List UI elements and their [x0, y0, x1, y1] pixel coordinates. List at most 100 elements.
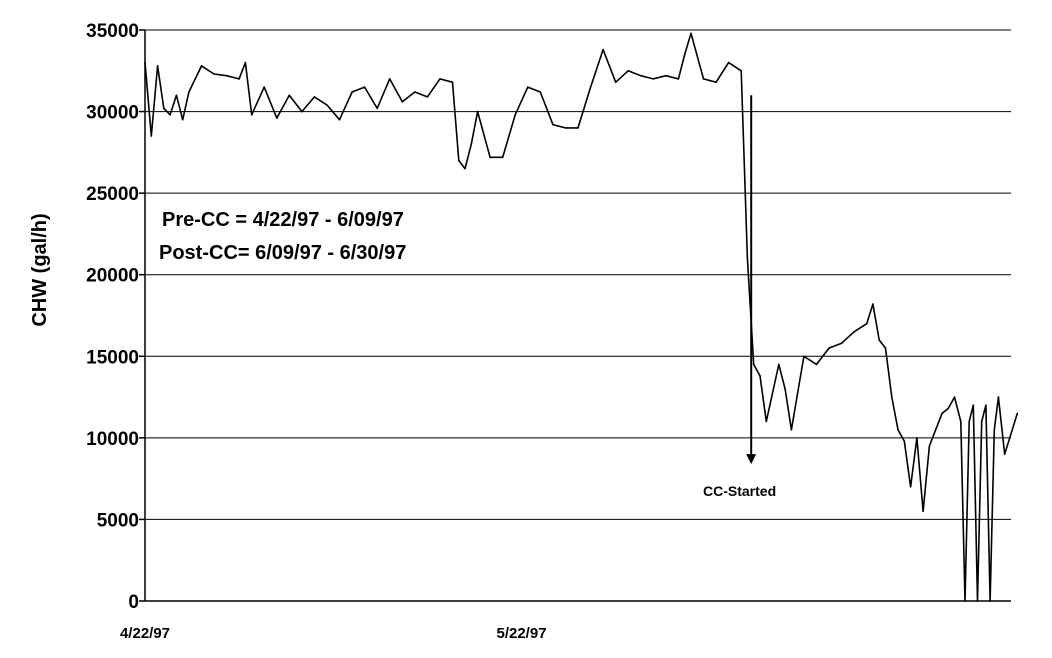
data-point-62 [790, 428, 793, 431]
data-point-71 [884, 347, 887, 349]
data-point-44 [614, 81, 617, 83]
x-tick-labels: 4/22/97 5/22/97 [120, 625, 547, 642]
data-point-43 [602, 48, 604, 51]
data-point-80 [947, 407, 949, 410]
data-point-93 [1016, 412, 1019, 415]
data-point-33 [476, 110, 479, 113]
data-point-54 [727, 61, 730, 64]
data-point-47 [652, 78, 655, 80]
data-point-49 [677, 78, 680, 80]
data-point-65 [828, 347, 830, 349]
data-point-56 [746, 257, 749, 260]
data-point-52 [702, 78, 705, 80]
data-point-13 [250, 114, 253, 116]
data-point-50 [683, 53, 686, 56]
data-point-59 [765, 420, 768, 423]
data-point-36 [514, 114, 516, 116]
data-point-77 [922, 510, 924, 513]
x-tick-label-5-22-97: 5/22/97 [496, 625, 546, 642]
data-point-63 [803, 355, 805, 358]
data-point-23 [376, 107, 379, 110]
data-point-30 [458, 159, 460, 162]
data-point-88 [985, 404, 987, 407]
data-point-70 [878, 339, 880, 341]
data-point-14 [263, 86, 266, 88]
data-point-60 [778, 363, 780, 366]
cc-started-marker [746, 95, 757, 465]
data-point-29 [451, 81, 454, 83]
data-point-26 [414, 91, 416, 93]
series-layer [144, 32, 1019, 602]
data-point-45 [627, 70, 629, 72]
data-point-53 [715, 81, 717, 83]
y-tick-labels: 0 5000 10000 15000 20000 25000 30000 35000 [86, 21, 139, 613]
data-point-37 [527, 86, 529, 88]
y-tick-label-0: 0 [128, 592, 139, 613]
y-tick-label-15000: 15000 [86, 347, 139, 368]
pre-cc-annotation: Pre-CC = 4/22/97 - 6/09/97 [162, 209, 404, 231]
post-cc-annotation: Post-CC= 6/09/97 - 6/30/97 [159, 242, 406, 264]
data-point-68 [865, 322, 868, 325]
data-point-51 [690, 32, 692, 35]
data-point-76 [916, 437, 918, 439]
data-point-42 [589, 86, 592, 88]
data-point-69 [872, 303, 874, 305]
data-point-74 [903, 440, 906, 442]
data-point-48 [665, 74, 667, 77]
y-axis-title: CHW (gal/h) [29, 213, 51, 326]
series-0-line [144, 32, 1019, 602]
data-point-31 [464, 167, 466, 170]
data-point-1 [150, 135, 153, 137]
data-point-34 [489, 156, 491, 159]
data-point-72 [891, 396, 893, 398]
data-point-40 [564, 127, 567, 129]
data-point-32 [470, 143, 473, 145]
data-point-24 [388, 78, 391, 80]
data-point-90 [993, 428, 996, 431]
data-point-8 [200, 65, 203, 67]
data-point-4 [169, 114, 171, 116]
data-point-2 [156, 65, 159, 67]
cc-started-label: CC-Started [703, 483, 776, 499]
data-point-78 [928, 445, 931, 447]
data-point-66 [840, 342, 843, 345]
data-point-84 [960, 420, 962, 423]
gridlines [145, 29, 1011, 520]
data-point-18 [313, 96, 316, 98]
data-point-73 [897, 428, 899, 431]
data-point-85 [972, 404, 975, 407]
data-point-21 [351, 91, 353, 93]
data-point-61 [784, 388, 786, 390]
data-point-22 [363, 86, 366, 88]
data-point-38 [539, 91, 542, 93]
data-point-46 [640, 74, 642, 77]
data-point-19 [326, 104, 328, 106]
data-point-27 [426, 96, 429, 98]
data-point-17 [301, 110, 303, 113]
cc-started-arrow-head [746, 454, 757, 465]
data-point-41 [577, 127, 579, 129]
data-point-91 [997, 396, 1000, 398]
y-tick-label-25000: 25000 [86, 184, 139, 205]
y-tick-label-30000: 30000 [86, 103, 139, 124]
data-point-6 [181, 118, 184, 121]
y-tick-label-20000: 20000 [86, 266, 139, 287]
data-point-57 [752, 363, 755, 366]
y-tick-label-10000: 10000 [86, 429, 139, 450]
data-point-16 [288, 94, 291, 97]
y-tick-label-5000: 5000 [97, 510, 139, 531]
data-point-5 [175, 94, 178, 97]
data-point-10 [225, 74, 228, 77]
data-point-39 [552, 123, 554, 126]
data-point-79 [941, 412, 943, 415]
data-point-67 [853, 331, 855, 333]
data-point-64 [815, 363, 818, 366]
axes [139, 29, 1011, 602]
data-point-92 [1003, 453, 1006, 456]
data-point-3 [163, 107, 165, 110]
data-point-9 [213, 73, 215, 75]
data-point-87 [980, 420, 983, 423]
data-point-35 [501, 156, 504, 159]
data-point-15 [276, 117, 278, 119]
